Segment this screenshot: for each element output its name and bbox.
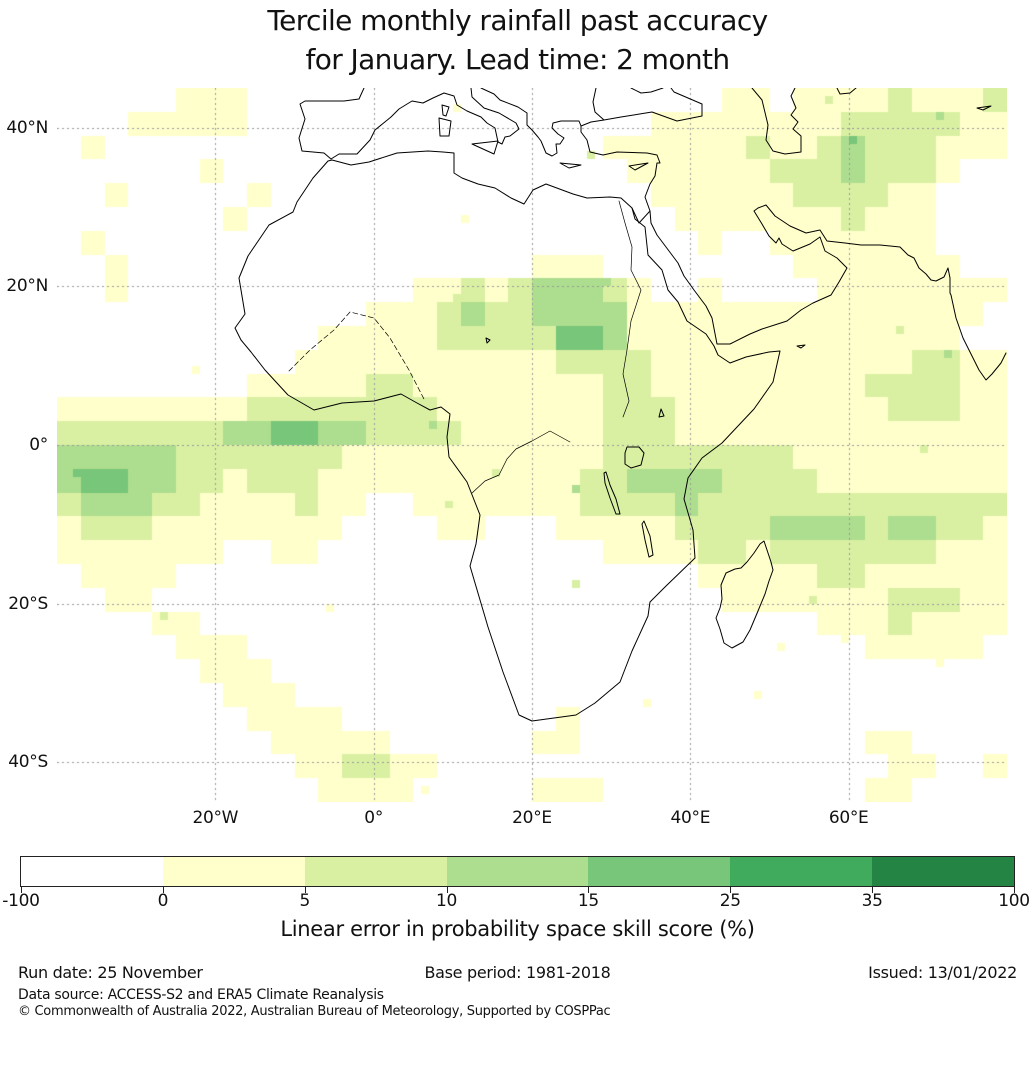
nile-river bbox=[618, 200, 642, 418]
colorbar-tick-label: 10 bbox=[436, 891, 458, 911]
lake-malawi-outline bbox=[641, 520, 654, 558]
crete-coastline bbox=[559, 162, 582, 169]
y-tick-label: 20°S bbox=[8, 593, 48, 614]
sicily-coastline bbox=[471, 140, 499, 155]
colorbar-tick bbox=[1014, 886, 1015, 893]
y-tick-label: 0° bbox=[29, 435, 48, 455]
colorbar-ticks bbox=[21, 886, 1015, 894]
colorbar-tick-label: 15 bbox=[577, 891, 599, 911]
madagascar-coastline bbox=[715, 540, 774, 649]
y-tick-label: 40°S bbox=[8, 752, 48, 773]
figure-title-line2: for January. Lead time: 2 month bbox=[305, 43, 730, 76]
data-source-text: Data source: ACCESS-S2 and ERA5 Climate … bbox=[18, 987, 384, 1003]
colorbar-tick-label: 100 bbox=[998, 891, 1030, 911]
colorbar-segment bbox=[446, 857, 589, 886]
colorbar-tick-label: 25 bbox=[719, 891, 741, 911]
colorbar-segments bbox=[21, 857, 1015, 886]
colorbar-segment bbox=[872, 857, 1015, 886]
caspian-sea-coastline bbox=[751, 88, 802, 155]
map-area bbox=[57, 88, 1007, 802]
lake-victoria-outline bbox=[624, 446, 645, 469]
colorbar-caption: Linear error in probability space skill … bbox=[280, 917, 755, 941]
coastline-overlay bbox=[234, 88, 1007, 722]
cyprus-coastline bbox=[628, 162, 649, 171]
lake-tanganyika-outline bbox=[603, 471, 621, 515]
x-tick-label: 20°W bbox=[192, 808, 239, 828]
congo-river bbox=[471, 430, 571, 494]
colorbar-tick bbox=[872, 886, 874, 893]
colorbar: -100 0 5 10 15 25 35 100 bbox=[2, 856, 1030, 911]
run-date-text: Run date: 25 November bbox=[18, 963, 203, 982]
latitude-axis: 40°N 20°N 0° 20°S 40°S bbox=[0, 88, 51, 802]
colorbar-segment bbox=[21, 857, 163, 886]
figure-title-line1: Tercile monthly rainfall past accuracy bbox=[267, 4, 768, 37]
lake-turkana-outline bbox=[658, 408, 665, 418]
sardinia-coastline bbox=[438, 117, 452, 137]
base-period-text: Base period: 1981-2018 bbox=[424, 963, 611, 982]
heatmap-canvas bbox=[57, 88, 1007, 802]
colorbar-tick bbox=[446, 886, 448, 893]
colorbar-tick-label: 35 bbox=[861, 891, 883, 911]
crimea-coastline bbox=[630, 88, 664, 94]
sinai-anatolia-coastline bbox=[580, 88, 703, 224]
arabia-iran-india-coastline bbox=[649, 204, 1007, 381]
issued-date-text: Issued: 13/01/2022 bbox=[868, 963, 1017, 982]
colorbar-segment bbox=[730, 857, 873, 886]
copyright-text: © Commonwealth of Australia 2022, Austra… bbox=[18, 1004, 611, 1019]
y-tick-label: 40°N bbox=[6, 117, 48, 138]
longitude-axis: 20°W 0° 20°E 40°E 60°E bbox=[57, 808, 1007, 834]
balkans-greece-coastline bbox=[480, 88, 582, 157]
black-sea-west-coastline bbox=[592, 88, 605, 121]
aral-sea-outline bbox=[836, 88, 857, 95]
colorbar-segment bbox=[304, 857, 447, 886]
socotra-coastline bbox=[796, 344, 806, 349]
europe-coastline bbox=[298, 88, 520, 160]
africa-coastline bbox=[234, 150, 781, 722]
colorbar-tick-label: 5 bbox=[299, 891, 310, 911]
colorbar-tick bbox=[588, 886, 590, 893]
x-tick-label: 40°E bbox=[670, 808, 711, 828]
colorbar-tick bbox=[304, 886, 306, 893]
x-tick-label: 0° bbox=[364, 808, 384, 828]
colorbar-tick bbox=[162, 886, 164, 893]
colorbar-segment bbox=[162, 857, 305, 886]
issyk-kul-outline bbox=[976, 105, 992, 111]
x-tick-label: 60°E bbox=[828, 808, 869, 828]
colorbar-tick-labels: -100 0 5 10 15 25 35 100 bbox=[2, 886, 1030, 911]
x-tick-label: 20°E bbox=[512, 808, 552, 828]
colorbar-tick bbox=[21, 886, 22, 893]
colorbar-tick-label: 0 bbox=[157, 891, 169, 911]
colorbar-tick bbox=[730, 886, 732, 893]
niger-river bbox=[288, 311, 426, 402]
figure-title: Tercile monthly rainfall past accuracy f… bbox=[0, 1, 1035, 79]
colorbar-segment bbox=[588, 857, 731, 886]
lake-chad-outline bbox=[485, 337, 491, 344]
corsica-coastline bbox=[441, 104, 450, 117]
colorbar-tick-label: -100 bbox=[2, 891, 40, 911]
y-tick-label: 20°N bbox=[6, 276, 48, 297]
